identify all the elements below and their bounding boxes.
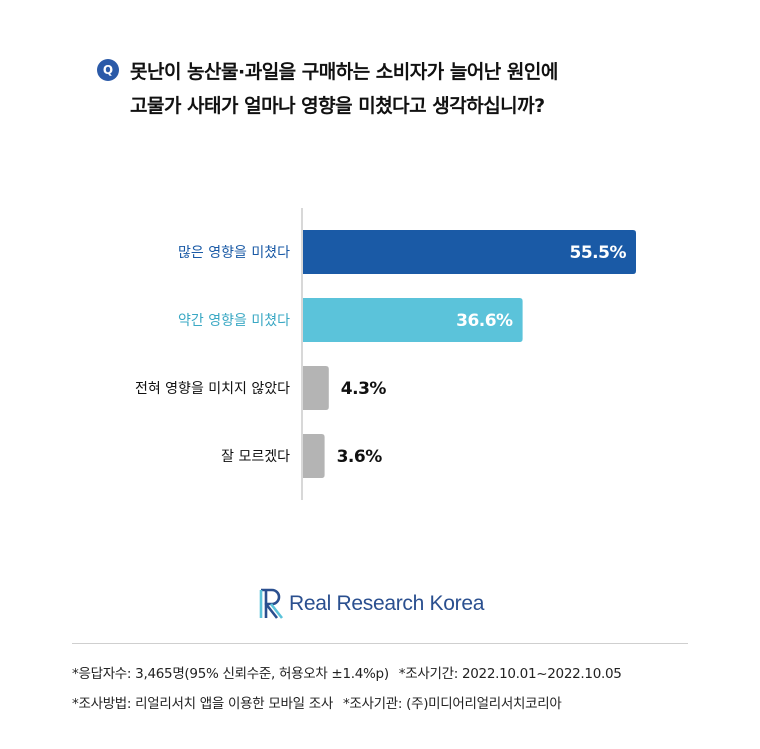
bar-chart: 많은 영향을 미쳤다 55.5% 약간 영향을 미쳤다 36.6% 전혀 영향을 미치지… xyxy=(135,208,636,500)
question-line-2: 고물가 사태가 얼마나 영향을 미쳤다고 생각하십니까? xyxy=(130,95,545,117)
footnote-agency: *조사기관: (주)미디어리얼리서치코리아 xyxy=(342,696,562,712)
bar-0 xyxy=(303,230,636,274)
value-label-1: 36.6% xyxy=(456,311,513,331)
footnote-period: *조사기간: 2022.10.01~2022.10.05 xyxy=(398,666,622,682)
category-label-1: 약간 영향을 미쳤다 xyxy=(178,313,290,329)
bar-3 xyxy=(303,434,325,478)
question-line-1: 못난이 농산물·과일을 구매하는 소비자가 늘어난 원인에 xyxy=(130,61,558,83)
brand-logo: Real Research Korea xyxy=(259,588,484,620)
bar-1 xyxy=(303,298,523,342)
value-label-0: 55.5% xyxy=(570,243,627,263)
category-label-3: 잘 모르겠다 xyxy=(221,449,290,465)
footnote-line-2: *조사방법: 리얼리서치 앱을 이용한 모바일 조사 *조사기관: (주)미디어리… xyxy=(72,692,562,712)
value-label-2: 4.3% xyxy=(341,379,387,399)
category-label-2: 전혀 영향을 미치지 않았다 xyxy=(135,381,290,397)
rr-logo-icon xyxy=(259,588,284,619)
footer-divider xyxy=(72,643,688,644)
value-label-3: 3.6% xyxy=(337,447,383,467)
footnote-method: *조사방법: 리얼리서치 앱을 이용한 모바일 조사 xyxy=(72,696,333,712)
footnote-respondents: *응답자수: 3,465명(95% 신뢰수준, 허용오차 ±1.4%p) xyxy=(72,666,389,682)
category-label-0: 많은 영향을 미쳤다 xyxy=(178,245,290,261)
question-badge: Q xyxy=(97,59,119,81)
footnote-line-1: *응답자수: 3,465명(95% 신뢰수준, 허용오차 ±1.4%p) *조사기… xyxy=(72,662,622,682)
brand-name: Real Research Korea xyxy=(289,592,485,615)
bar-2 xyxy=(303,366,329,410)
